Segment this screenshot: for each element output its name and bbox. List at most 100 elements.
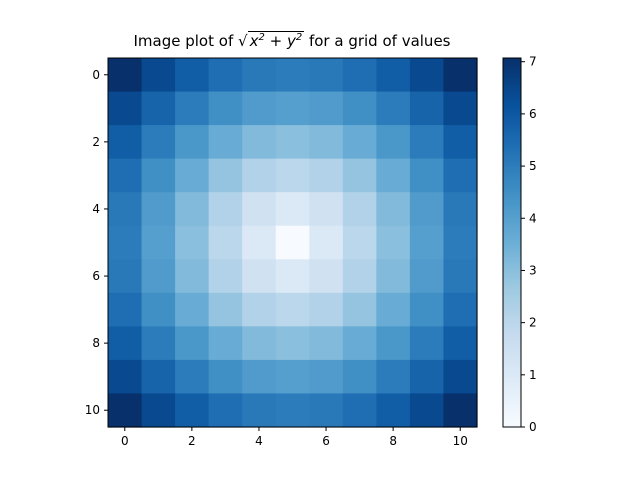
heatmap-cell	[342, 125, 377, 160]
heatmap-cell	[376, 292, 411, 327]
heatmap-cell	[242, 393, 277, 428]
heatmap-cell	[242, 125, 277, 160]
heatmap-cell	[242, 192, 277, 227]
heatmap-cell	[376, 91, 411, 126]
heatmap-cell	[141, 225, 176, 260]
colorbar	[502, 57, 522, 428]
heatmap-cell	[409, 292, 445, 327]
heatmap-cell	[342, 225, 377, 260]
heatmap-cell	[141, 292, 176, 327]
heatmap-cell	[443, 292, 478, 327]
heatmap-cell	[342, 326, 377, 361]
heatmap-cell	[141, 58, 176, 93]
heatmap-cell	[409, 192, 445, 227]
heatmap-cell	[141, 259, 176, 294]
heatmap-cell	[208, 192, 243, 227]
heatmap-cell	[242, 58, 277, 93]
heatmap-cell	[309, 158, 344, 193]
heatmap-cells	[108, 58, 478, 428]
heatmap-cell	[275, 326, 310, 361]
x-tick-label: 8	[389, 434, 397, 448]
heatmap-cell	[409, 259, 445, 294]
heatmap-cell	[443, 393, 478, 428]
heatmap-cell	[409, 125, 445, 160]
heatmap-cell	[376, 158, 411, 193]
heatmap-cell	[309, 292, 344, 327]
x-axis: 0 2 4 6 8 10	[121, 427, 468, 448]
heatmap-cell	[208, 359, 243, 395]
colorbar-axis: 0 1 2 3 4 5 6 7	[521, 55, 537, 434]
heatmap-cell	[275, 359, 310, 395]
y-axis: 0 2 4 6 8 10	[85, 68, 108, 417]
y-tick-label: 10	[85, 403, 100, 417]
x-tick-label: 2	[188, 434, 196, 448]
title-radical-sign: √	[238, 32, 248, 50]
heatmap-cell	[376, 125, 411, 160]
heatmap-cell	[141, 158, 176, 193]
heatmap-cell	[443, 192, 478, 227]
heatmap-cell	[376, 58, 411, 93]
heatmap-cell	[141, 125, 176, 160]
heatmap-cell	[376, 393, 411, 428]
colorbar-tick-label: 1	[529, 368, 537, 382]
heatmap-cell	[376, 192, 411, 227]
heatmap-cell	[208, 125, 243, 160]
x-tick-label: 10	[453, 434, 468, 448]
heatmap-cell	[342, 292, 377, 327]
heatmap-cell	[208, 259, 243, 294]
heatmap-cell	[342, 259, 377, 294]
chart-title-suffix: for a grid of values	[304, 32, 451, 50]
heatmap-cell	[275, 192, 310, 227]
heatmap-cell	[242, 326, 277, 361]
heatmap-cell	[443, 58, 478, 93]
heatmap-cell	[208, 158, 243, 193]
colorbar-tick-label: 5	[529, 159, 537, 173]
heatmap-cell	[242, 158, 277, 193]
y-tick-label: 0	[92, 68, 100, 82]
heatmap-cell	[443, 158, 478, 193]
heatmap-cell	[409, 225, 445, 260]
title-var-x: x	[249, 32, 259, 50]
heatmap-cell	[443, 259, 478, 294]
heatmap-cell	[141, 326, 176, 361]
colorbar-tick-label: 4	[529, 211, 537, 225]
heatmap-cell	[275, 58, 310, 93]
heatmap-cell	[242, 292, 277, 327]
heatmap-cell	[108, 225, 143, 260]
heatmap-cell	[342, 91, 377, 126]
heatmap-cell	[108, 326, 143, 361]
heatmap-cell	[108, 158, 143, 193]
heatmap-cell	[242, 359, 277, 395]
heatmap-cell	[376, 359, 411, 395]
heatmap-cell	[108, 58, 143, 93]
heatmap-cell	[409, 393, 445, 428]
heatmap-cell	[108, 359, 143, 395]
heatmap-cell	[342, 158, 377, 193]
heatmap-cell	[409, 326, 445, 361]
heatmap-cell	[409, 158, 445, 193]
heatmap-cell	[108, 292, 143, 327]
heatmap-cell	[175, 292, 210, 327]
heatmap-cell	[309, 359, 344, 395]
heatmap-cell	[342, 393, 377, 428]
chart-title: Image plot of √ x2 + y2 for a grid of val…	[0, 31, 584, 50]
heatmap-cell	[141, 192, 176, 227]
heatmap-cell	[342, 58, 377, 93]
heatmap-cell	[242, 259, 277, 294]
heatmap-cell	[275, 125, 310, 160]
heatmap-cell	[208, 58, 243, 93]
heatmap-cell	[309, 91, 344, 126]
x-tick-label: 4	[255, 434, 263, 448]
heatmap-cell	[443, 225, 478, 260]
y-tick-label: 8	[92, 336, 100, 350]
heatmap-cell	[309, 225, 344, 260]
x-tick-label: 6	[322, 434, 330, 448]
colorbar-tick-label: 3	[529, 263, 537, 277]
heatmap-cell	[141, 91, 176, 126]
heatmap-cell	[108, 393, 143, 428]
heatmap-cell	[141, 393, 176, 428]
heatmap-cell	[376, 259, 411, 294]
heatmap-cell	[108, 192, 143, 227]
heatmap-cell	[443, 125, 478, 160]
y-tick-label: 2	[92, 135, 100, 149]
